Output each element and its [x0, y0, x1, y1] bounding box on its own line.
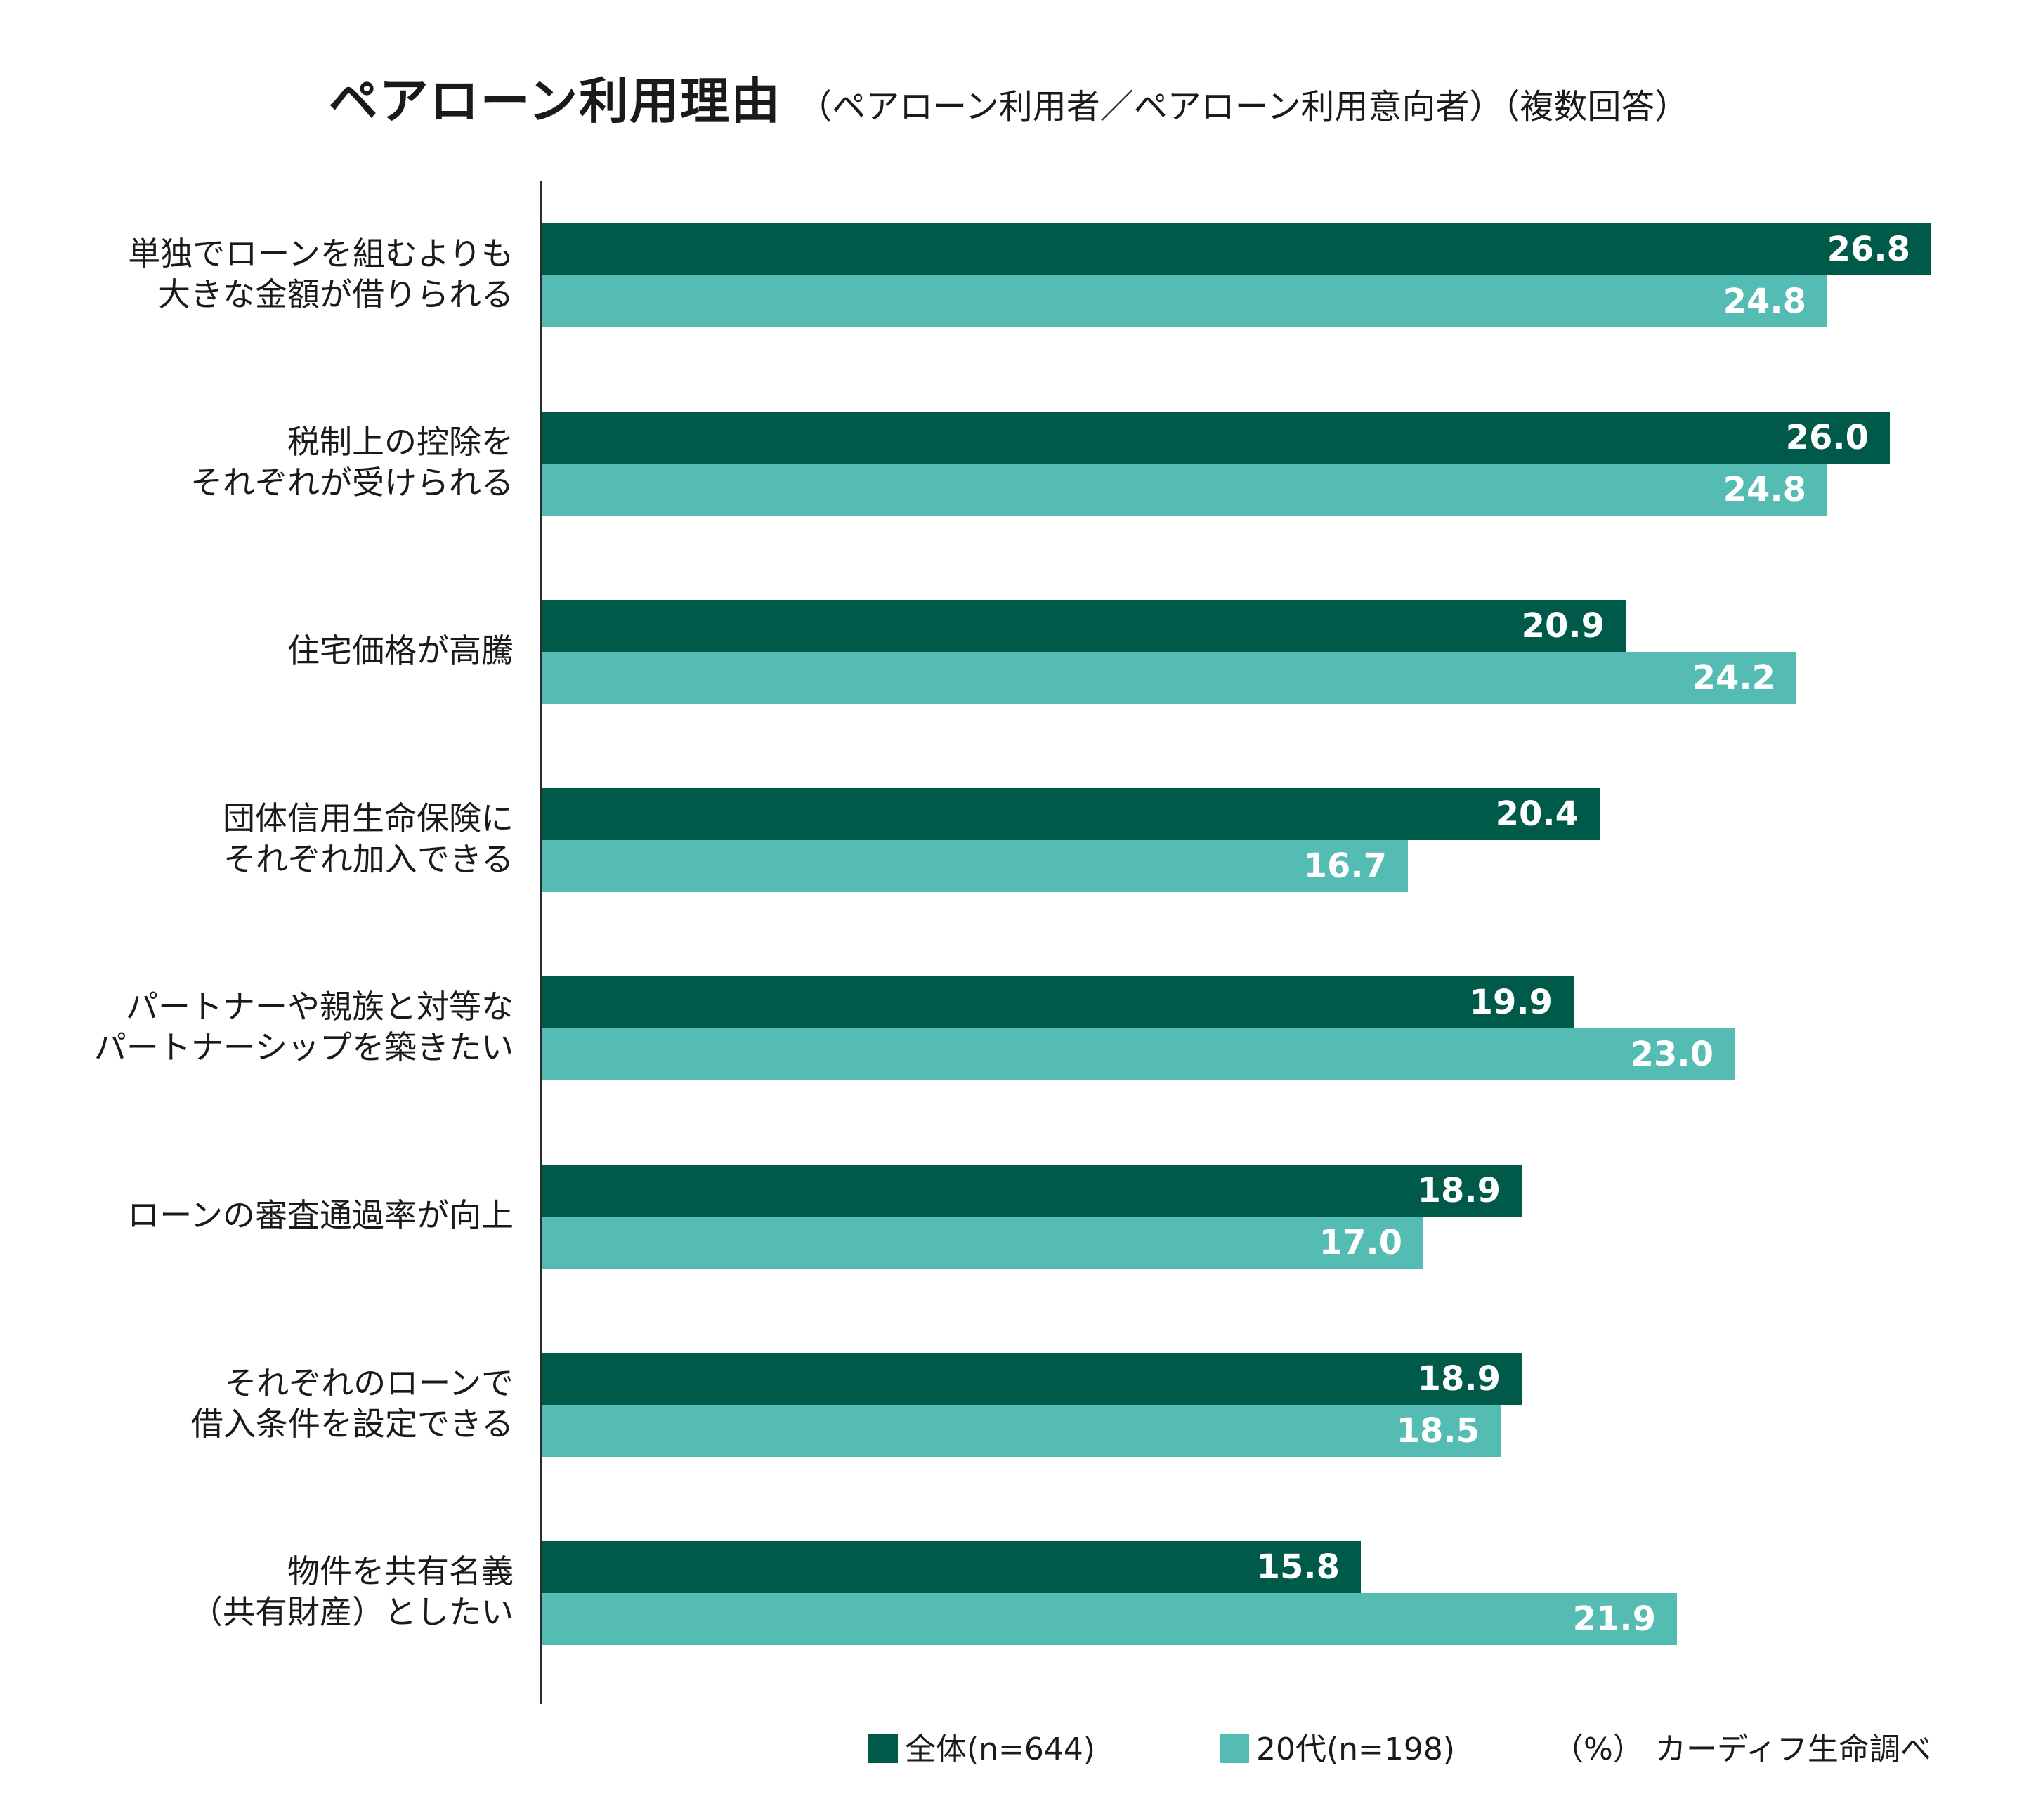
category-label: 物件を共有名義 （共有財産）としたい [64, 1551, 514, 1632]
bar: 18.5 [542, 1405, 1501, 1457]
data-label: 23.0 [1630, 1035, 1714, 1074]
bar: 24.8 [542, 275, 1827, 327]
y-axis-line [540, 181, 542, 1704]
data-label: 17.0 [1319, 1223, 1402, 1262]
data-label: 19.9 [1469, 983, 1553, 1022]
chart-title-row: ペアローン利用理由 （ペアローン利用者／ペアローン利用意向者）（複数回答） [0, 62, 2017, 133]
unit-note: （%） [1553, 1731, 1644, 1767]
category-label: 団体信用生命保険に それぞれ加入できる [64, 798, 514, 879]
data-label: 16.7 [1303, 846, 1387, 886]
category-label-line: それぞれ加入できる [223, 840, 514, 878]
bar: 17.0 [542, 1217, 1423, 1269]
legend-label-all: 全体(n=644) [905, 1731, 1096, 1767]
bar: 16.7 [542, 840, 1408, 892]
data-label: 21.9 [1572, 1599, 1656, 1639]
chart-title: ペアローン利用理由 [328, 72, 782, 130]
bar: 26.8 [542, 223, 1931, 275]
category-label: それぞれのローンで 借入条件を設定できる [64, 1363, 514, 1444]
bar: 20.4 [542, 788, 1600, 840]
source-note: カーディフ生命調べ [1655, 1731, 1931, 1767]
bar: 20.9 [542, 600, 1626, 652]
category-label-line: それぞれのローンで [224, 1364, 514, 1402]
category-label-line: 住宅価格が高騰 [287, 631, 514, 669]
bar: 15.8 [542, 1541, 1361, 1593]
chart-subtitle: （ペアローン利用者／ペアローン利用意向者）（複数回答） [798, 87, 1689, 126]
bar: 21.9 [542, 1593, 1677, 1645]
category-label-line: ローンの審査通過率が向上 [127, 1196, 514, 1234]
category-label-line: パートナーや親族と対等な [126, 988, 514, 1026]
bar: 18.9 [542, 1353, 1522, 1405]
data-label: 18.9 [1417, 1359, 1501, 1399]
category-label-line: 借入条件を設定できる [190, 1405, 514, 1443]
category-label-line: 物件を共有名義 [287, 1552, 514, 1590]
data-label: 26.0 [1785, 418, 1869, 457]
legend-swatch-20s [1220, 1734, 1249, 1763]
legend-swatch-all [868, 1734, 898, 1763]
category-label-line: 単独でローンを組むよりも [128, 235, 514, 273]
data-label: 18.5 [1396, 1411, 1480, 1451]
category-label-line: それぞれが受けられる [190, 464, 514, 502]
category-label: 税制上の控除を それぞれが受けられる [64, 421, 514, 503]
category-label-line: 団体信用生命保険に [223, 799, 514, 837]
category-label: パートナーや親族と対等な パートナーシップを築きたい [64, 986, 514, 1068]
bar: 24.2 [542, 652, 1796, 704]
category-label: 単独でローンを組むよりも 大きな金額が借りられる [64, 233, 514, 315]
bar: 19.9 [542, 976, 1574, 1028]
category-label-line: 大きな金額が借りられる [158, 275, 514, 313]
data-label: 26.8 [1827, 230, 1910, 269]
category-label-line: 税制上の控除を [287, 423, 514, 461]
category-label-line: パートナーシップを築きたい [93, 1028, 514, 1066]
bar: 26.0 [542, 412, 1890, 464]
legend-item-all: 全体(n=644) [868, 1725, 1095, 1774]
data-label: 20.9 [1521, 606, 1605, 646]
data-label: 24.2 [1692, 658, 1775, 698]
legend-label-20s: 20代(n=198) [1256, 1731, 1456, 1767]
data-label: 15.8 [1256, 1547, 1340, 1587]
data-label: 20.4 [1495, 794, 1579, 834]
data-label: 18.9 [1417, 1171, 1501, 1210]
bar: 23.0 [542, 1028, 1735, 1080]
data-label: 24.8 [1723, 282, 1806, 321]
data-label: 24.8 [1723, 470, 1806, 509]
bar: 18.9 [542, 1165, 1522, 1217]
bar: 24.8 [542, 464, 1827, 516]
category-label: 住宅価格が高騰 [64, 630, 514, 671]
category-label-line: （共有財産）としたい [190, 1593, 514, 1631]
category-label: ローンの審査通過率が向上 [64, 1195, 514, 1236]
legend-item-20s: 20代(n=198) [1220, 1725, 1455, 1774]
